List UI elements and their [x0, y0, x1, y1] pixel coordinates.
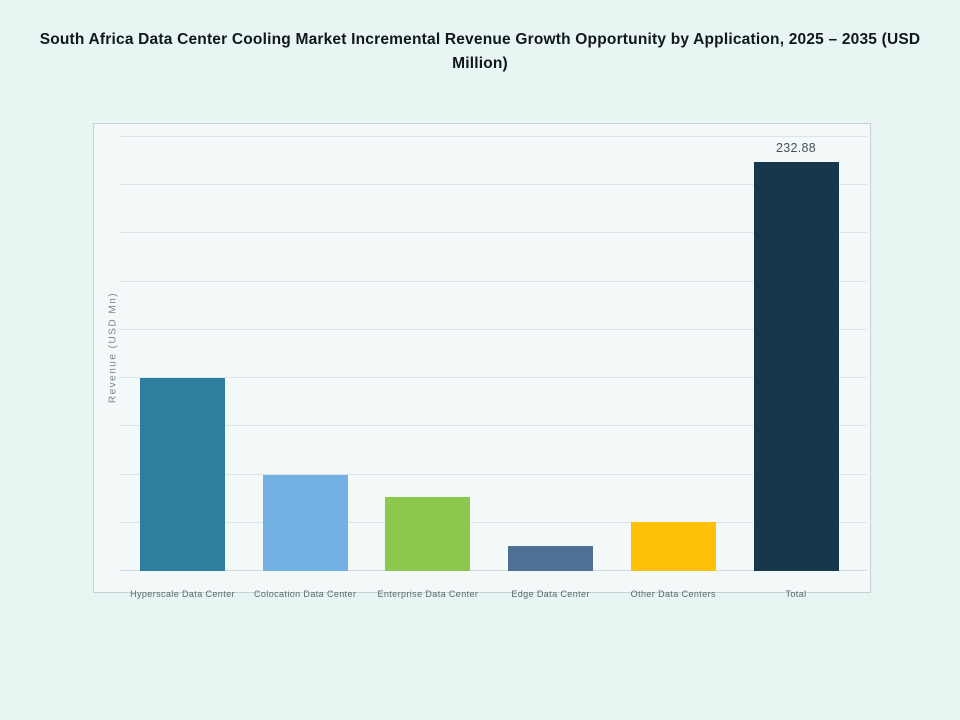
chart-title: South Africa Data Center Cooling Market … — [39, 31, 921, 72]
bar-total — [753, 162, 839, 571]
bar-colocation-data-center — [262, 474, 348, 571]
bar-enterprise-data-center — [385, 497, 471, 571]
bar-value-label-total: 232.88 — [775, 141, 817, 156]
gridline — [119, 521, 867, 523]
gridline — [119, 280, 867, 282]
gridline — [119, 232, 867, 234]
x-axis-label-enterprise-data-center: Enterprise Data Center — [377, 589, 479, 599]
x-axis-baseline — [119, 570, 867, 571]
bar-other-data-centers — [630, 521, 716, 571]
gridline — [119, 136, 867, 137]
gridline — [119, 473, 867, 475]
gridline — [119, 425, 867, 427]
x-axis-label-other-data-centers: Other Data Centers — [630, 589, 716, 599]
gridline — [119, 377, 867, 379]
gridline — [119, 184, 867, 186]
x-axis-label-edge-data-center: Edge Data Center — [511, 589, 590, 599]
x-axis-label-hyperscale-data-center: Hyperscale Data Center — [130, 589, 235, 599]
bar-hyperscale-data-center — [140, 378, 225, 571]
bar-edge-data-center — [508, 546, 594, 571]
x-axis-label-colocation-data-center: Colocation Data Center — [254, 589, 357, 599]
x-axis-label-total: Total — [785, 589, 807, 599]
y-axis-title: Revenue (USD Mn) — [107, 291, 119, 404]
gridline — [119, 328, 867, 330]
plot-area: Hyperscale Data Center Colocation Data Ce… — [119, 136, 867, 599]
chart-panel: Revenue (USD Mn) Hyperscale Data Center C… — [93, 123, 871, 599]
